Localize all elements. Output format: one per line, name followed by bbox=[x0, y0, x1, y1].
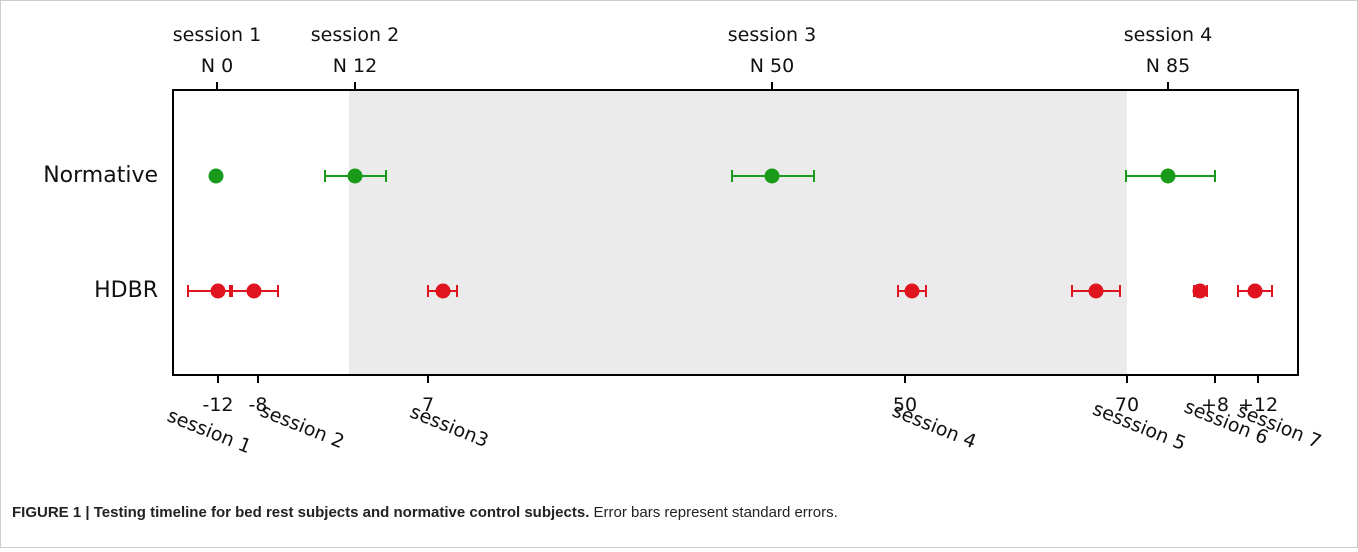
top-n: N 50 bbox=[750, 55, 794, 77]
bottom-session: sesssion 5 bbox=[1090, 398, 1189, 455]
bed-rest-region bbox=[349, 91, 1127, 375]
bottom-session: session 4 bbox=[889, 400, 979, 454]
top-session: session 4 bbox=[1124, 24, 1212, 46]
bottom-tick-label: +8 bbox=[1201, 394, 1229, 416]
point bbox=[764, 168, 780, 184]
top-session: session 3 bbox=[728, 24, 816, 46]
point bbox=[1088, 283, 1104, 299]
bottom-tick-label: -8 bbox=[249, 394, 268, 416]
point bbox=[246, 283, 262, 299]
top-session: session 2 bbox=[311, 24, 399, 46]
point bbox=[1247, 283, 1263, 299]
bottom-tick-label: 50 bbox=[893, 394, 917, 416]
bottom-tick-label: +12 bbox=[1238, 394, 1278, 416]
point bbox=[210, 283, 226, 299]
point bbox=[1192, 283, 1208, 299]
top-n: N 12 bbox=[333, 55, 377, 77]
point bbox=[904, 283, 920, 299]
bottom-tick-label: 70 bbox=[1115, 394, 1139, 416]
row-label: HDBR bbox=[94, 278, 158, 303]
bottom-tick-label: -12 bbox=[202, 394, 233, 416]
plot-box bbox=[172, 89, 1299, 376]
top-session: session 1 bbox=[173, 24, 261, 46]
bottom-tick-label: 7 bbox=[422, 394, 434, 416]
caption-bold: FIGURE 1 | Testing timeline for bed rest… bbox=[12, 504, 589, 521]
bottom-session: session 2 bbox=[257, 400, 347, 454]
caption: FIGURE 1 | Testing timeline for bed rest… bbox=[12, 504, 838, 521]
caption-text: Error bars represent standard errors. bbox=[589, 504, 837, 521]
bottom-session: session3 bbox=[407, 401, 492, 452]
top-n: N 0 bbox=[201, 55, 233, 77]
point bbox=[1160, 168, 1176, 184]
point bbox=[208, 168, 224, 184]
top-n: N 85 bbox=[1146, 55, 1190, 77]
point bbox=[347, 168, 363, 184]
row-label: Normative bbox=[43, 163, 158, 188]
point bbox=[435, 283, 451, 299]
